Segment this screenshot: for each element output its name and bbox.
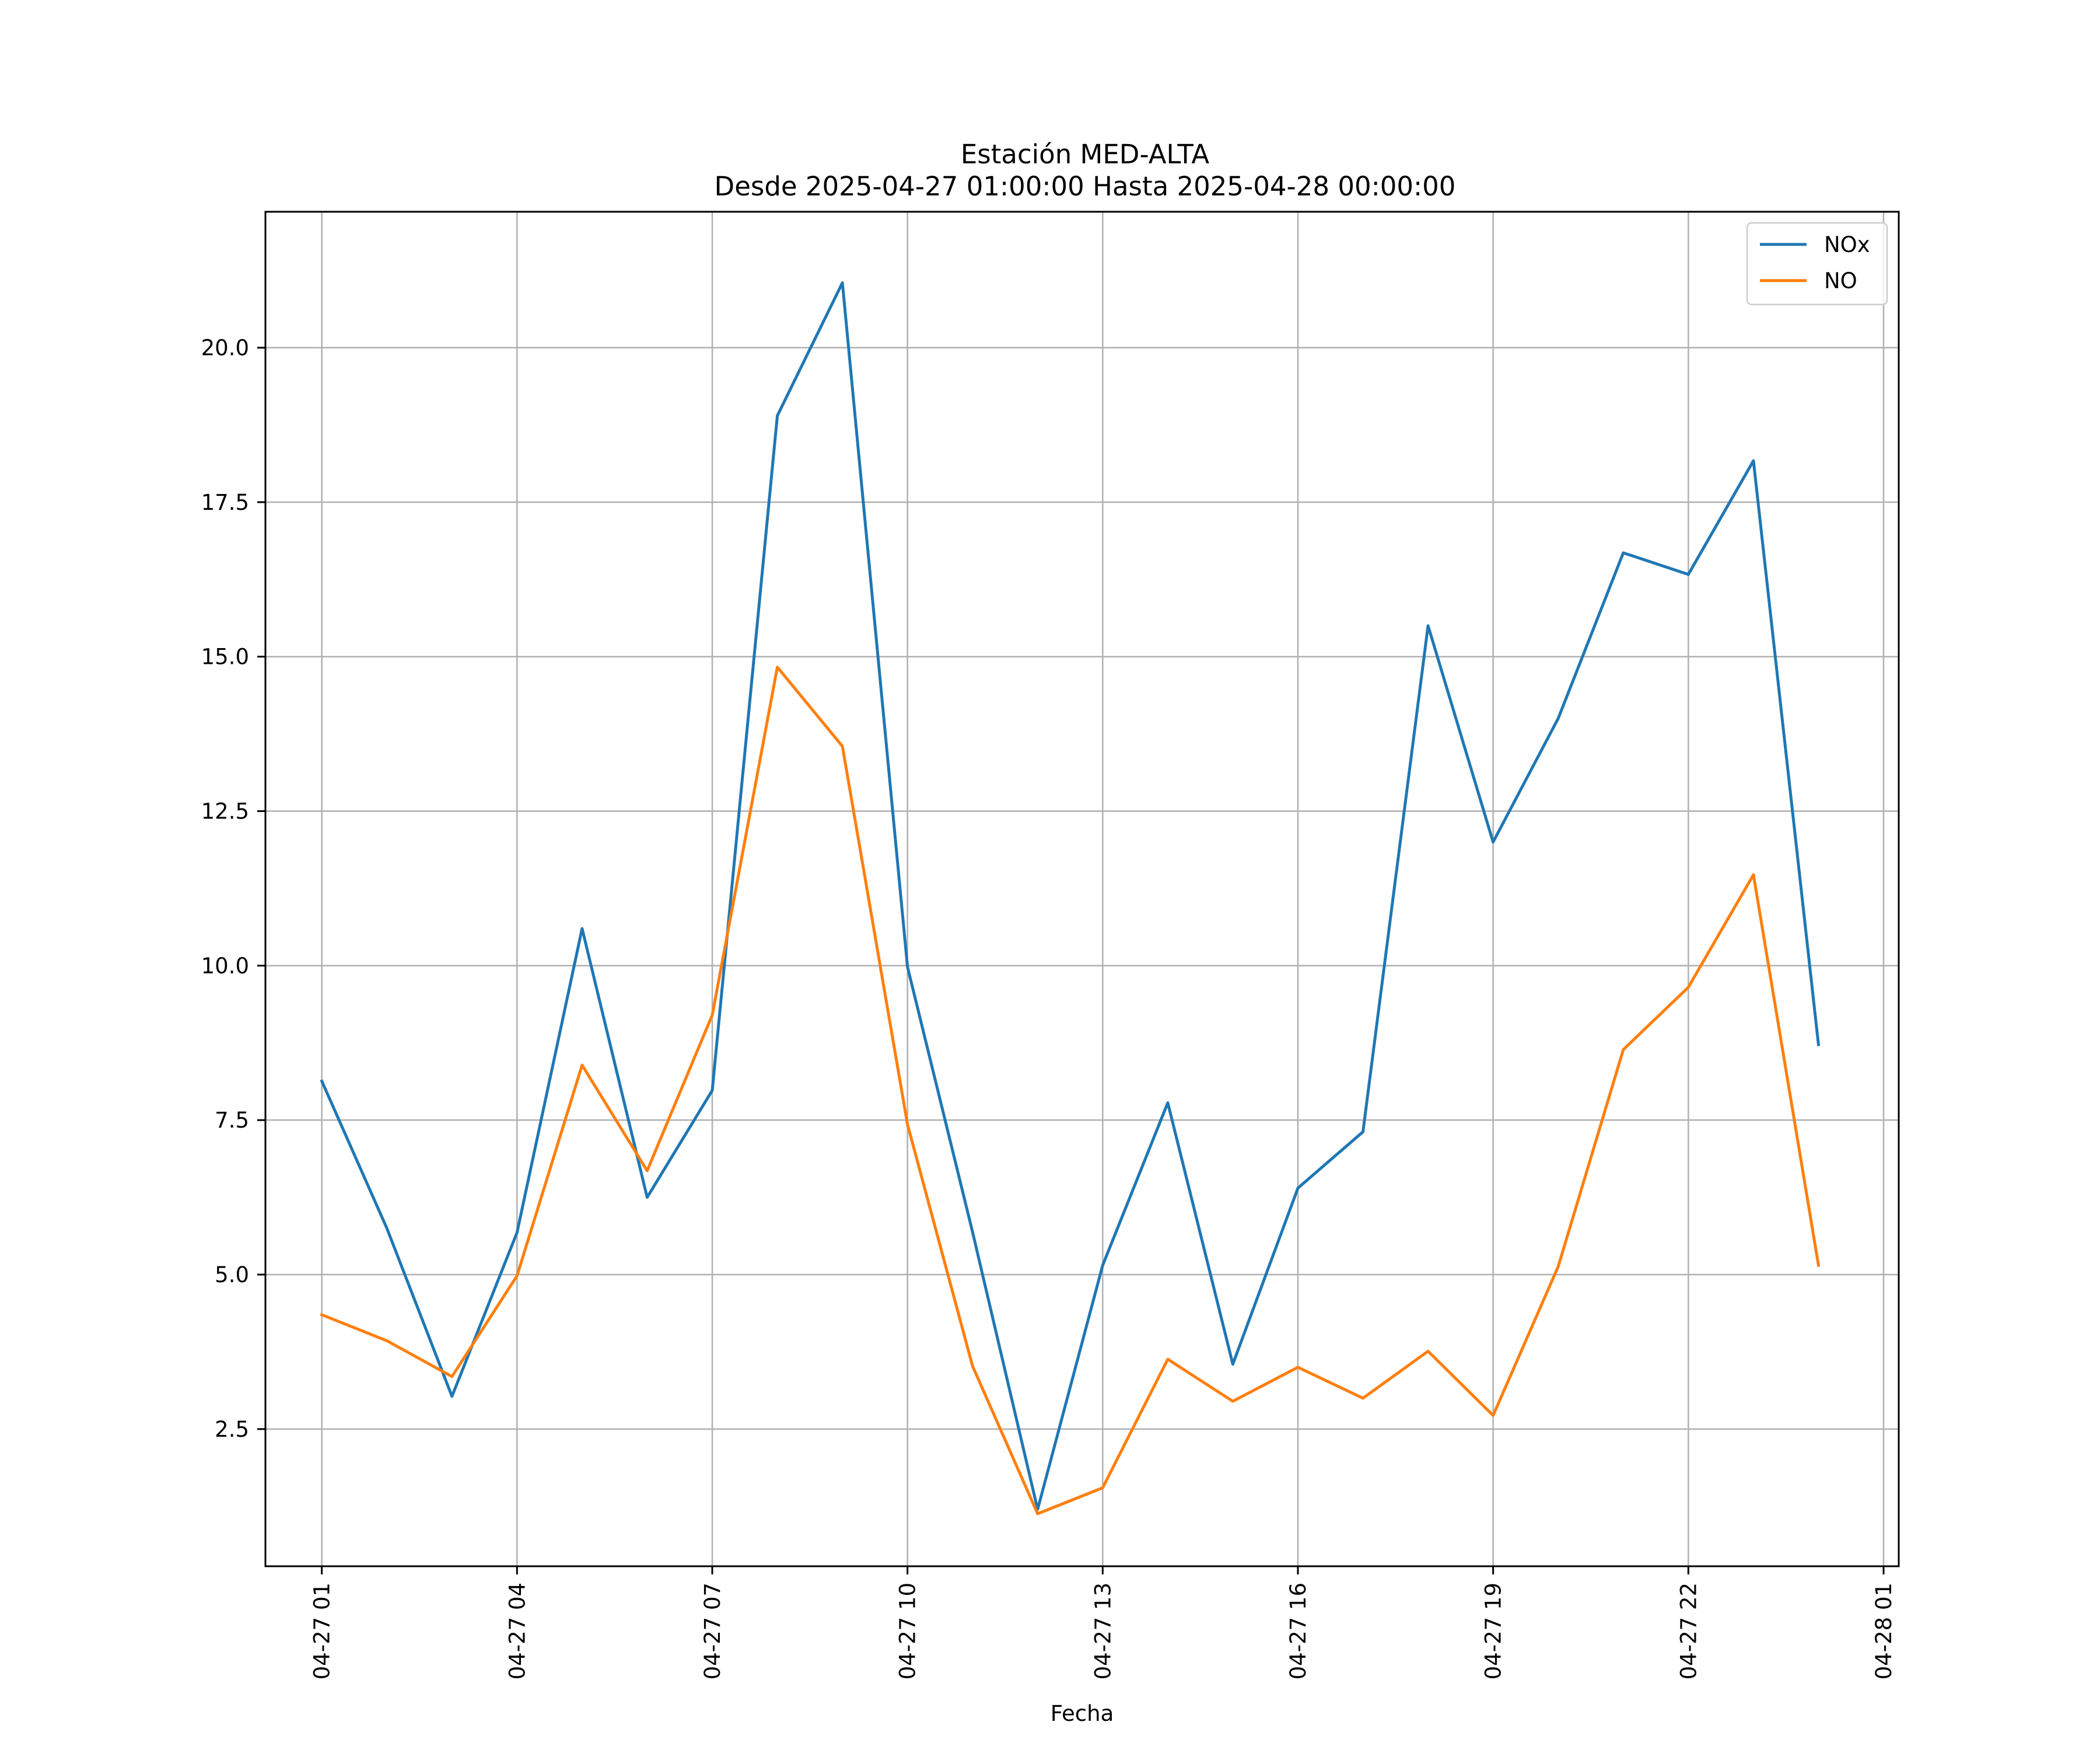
x-tick-label: 04-27 01	[310, 1583, 335, 1679]
y-tick-label: 7.5	[215, 1108, 249, 1133]
series-line-no	[320, 666, 1821, 1516]
y-tick-label: 10.0	[201, 953, 249, 978]
y-axis: 2.5 5.0 7.5 10.0 12.5 15.0 17.5 20.0	[201, 335, 265, 1442]
y-tick-label: 15.0	[201, 645, 249, 670]
legend: NOx NO	[1746, 222, 1888, 306]
chart-subtitle: Desde 2025-04-27 01:00:00 Hasta 2025-04-…	[715, 171, 1456, 202]
y-tick-label: 20.0	[201, 335, 249, 360]
x-tick-label: 04-27 22	[1676, 1583, 1701, 1679]
chart-title: Estación MED-ALTA	[961, 139, 1210, 170]
grid	[265, 212, 1899, 1566]
x-axis: 04-27 01 04-27 04 04-27 07 04-27 10 04-27 13…	[310, 1566, 1896, 1679]
x-tick-label: 04-27 19	[1481, 1583, 1506, 1679]
x-tick-label: 04-28 01	[1871, 1583, 1896, 1679]
x-tick-label: 04-27 10	[895, 1583, 921, 1679]
series-line-nox	[320, 281, 1821, 1511]
x-tick-label: 04-27 07	[700, 1583, 725, 1679]
y-tick-label: 17.5	[201, 490, 249, 515]
y-tick-label: 5.0	[215, 1262, 249, 1287]
x-tick-label: 04-27 04	[505, 1583, 530, 1679]
y-tick-label: 2.5	[215, 1417, 249, 1442]
plot-series	[320, 281, 1821, 1516]
x-tick-label: 04-27 13	[1090, 1583, 1115, 1679]
legend-label: NOx	[1824, 232, 1870, 257]
x-axis-label: Fecha	[1051, 1701, 1114, 1726]
plot-frame	[264, 211, 1900, 1567]
legend-label: NO	[1824, 268, 1857, 293]
y-tick-label: 12.5	[201, 799, 249, 824]
x-tick-label: 04-27 16	[1286, 1583, 1311, 1679]
